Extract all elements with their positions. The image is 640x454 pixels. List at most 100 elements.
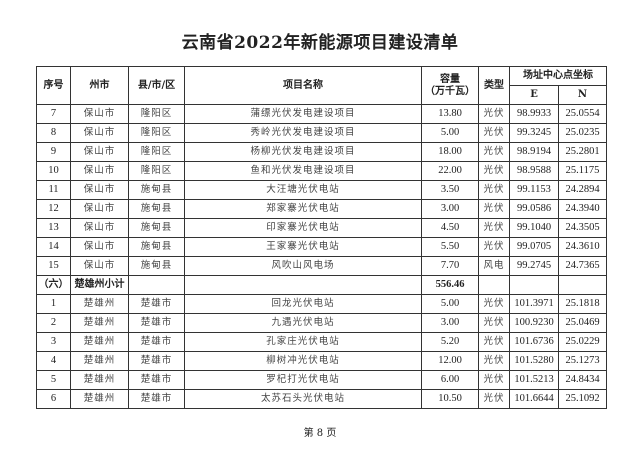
cell-project-name: 孔家庄光伏电站 <box>184 332 422 352</box>
cell-seq: 14 <box>36 237 71 257</box>
header-project: 项目名称 <box>184 66 422 105</box>
cell-capacity: 10.50 <box>421 389 479 409</box>
cell-n: 24.3940 <box>558 199 607 219</box>
cell-type: 光伏 <box>478 199 510 219</box>
table-row: 8 保山市 隆阳区 秀岭光伏发电建设项目 5.00 光伏 99.3245 25.0235 <box>36 123 607 143</box>
cell-capacity: 22.00 <box>421 161 479 181</box>
table-row: 9 保山市 隆阳区 杨柳光伏发电建设项目 18.00 光伏 98.9194 25.2801 <box>36 142 607 162</box>
document-title: 云南省2022年新能源项目建设清单 <box>181 33 459 53</box>
cell-e: 99.0705 <box>509 237 559 257</box>
cell-type: 光伏 <box>478 142 510 162</box>
table-row: 3 楚雄州 楚雄市 孔家庄光伏电站 5.20 光伏 101.6736 25.0229 <box>36 332 607 352</box>
cell-n: 25.1175 <box>558 161 607 181</box>
subtotal-row: （六） 楚雄州小计 556.46 <box>36 275 607 295</box>
cell-capacity: 5.00 <box>421 123 479 143</box>
cell-e: 98.9933 <box>509 104 559 124</box>
cell-type: 光伏 <box>478 218 510 238</box>
cell-seq: 13 <box>36 218 71 238</box>
cell-e: 98.9194 <box>509 142 559 162</box>
cell-n: 25.0235 <box>558 123 607 143</box>
cell-capacity: 5.00 <box>421 294 479 314</box>
cell-county: 施甸县 <box>128 218 185 238</box>
cell-e: 99.2745 <box>509 256 559 276</box>
cell-n: 24.3610 <box>558 237 607 257</box>
table-row: 10 保山市 隆阳区 鱼和光伏发电建设项目 22.00 光伏 98.9588 25.1175 <box>36 161 607 181</box>
header-n: N <box>558 85 607 105</box>
header-county: 县/市/区 <box>128 66 185 105</box>
cell-capacity: 4.50 <box>421 218 479 238</box>
cell-seq: 7 <box>36 104 71 124</box>
cell-e: 101.5280 <box>509 351 559 371</box>
cell-capacity: 3.50 <box>421 180 479 200</box>
cell-seq: 1 <box>36 294 71 314</box>
cell-e: 99.1153 <box>509 180 559 200</box>
cell-capacity: 18.00 <box>421 142 479 162</box>
cell-project-name: 蒲缥光伏发电建设项目 <box>184 104 422 124</box>
cell-type: 光伏 <box>478 351 510 371</box>
cell-capacity: 12.00 <box>421 351 479 371</box>
cell-capacity: 3.00 <box>421 313 479 333</box>
cell-prefecture: 保山市 <box>70 256 129 276</box>
cell-type: 风电 <box>478 256 510 276</box>
cell-capacity: 5.20 <box>421 332 479 352</box>
header-row: 序号 州市 县/市/区 项目名称 容量 （万千瓦） 类型 场址中心点坐标 <box>36 66 607 105</box>
cell-n: 25.2801 <box>558 142 607 162</box>
table-row: 7 保山市 隆阳区 蒲缥光伏发电建设项目 13.80 光伏 98.9933 25.0554 <box>36 104 607 124</box>
cell-e: 98.9588 <box>509 161 559 181</box>
cell-type: 光伏 <box>478 313 510 333</box>
cell-seq: 15 <box>36 256 71 276</box>
cell-n: 24.2894 <box>558 180 607 200</box>
header-type: 类型 <box>478 66 510 105</box>
cell-n: 24.8434 <box>558 370 607 390</box>
cell-seq: 5 <box>36 370 71 390</box>
cell-prefecture: 保山市 <box>70 237 129 257</box>
cell-e: 99.1040 <box>509 218 559 238</box>
project-table: 序号 州市 县/市/区 项目名称 容量 （万千瓦） 类型 场址中心点坐标 E N … <box>36 66 607 409</box>
cell-n: 25.1818 <box>558 294 607 314</box>
cell-prefecture: 保山市 <box>70 199 129 219</box>
cell-capacity: 13.80 <box>421 104 479 124</box>
cell-county: 楚雄市 <box>128 313 185 333</box>
table-row: 5 楚雄州 楚雄市 罗杞打光伏电站 6.00 光伏 101.5213 24.8434 <box>36 370 607 390</box>
cell-empty <box>558 275 607 295</box>
cell-prefecture: 保山市 <box>70 218 129 238</box>
cell-capacity: 3.00 <box>421 199 479 219</box>
cell-e: 99.0586 <box>509 199 559 219</box>
cell-project-name: 柳树冲光伏电站 <box>184 351 422 371</box>
cell-e: 101.6736 <box>509 332 559 352</box>
cell-project-name: 秀岭光伏发电建设项目 <box>184 123 422 143</box>
cell-n: 25.0229 <box>558 332 607 352</box>
cell-prefecture: 楚雄州 <box>70 332 129 352</box>
cell-capacity: 7.70 <box>421 256 479 276</box>
cell-prefecture: 保山市 <box>70 161 129 181</box>
cell-n: 25.0469 <box>558 313 607 333</box>
capacity-unit: （万千瓦） <box>425 85 475 97</box>
table-row: 14 保山市 施甸县 王家寨光伏电站 5.50 光伏 99.0705 24.3610 <box>36 237 607 257</box>
cell-seq: 2 <box>36 313 71 333</box>
cell-e: 101.5213 <box>509 370 559 390</box>
cell-e: 101.3971 <box>509 294 559 314</box>
cell-prefecture: 保山市 <box>70 180 129 200</box>
cell-n: 25.0554 <box>558 104 607 124</box>
cell-subtotal-label: 楚雄州小计 <box>70 275 129 295</box>
header-capacity: 容量 （万千瓦） <box>421 66 479 105</box>
table-row: 15 保山市 施甸县 风吹山风电场 7.70 风电 99.2745 24.7365 <box>36 256 607 276</box>
cell-n: 24.3505 <box>558 218 607 238</box>
header-row-sub: E N <box>37 85 607 105</box>
header-coords: 场址中心点坐标 <box>509 66 607 86</box>
table-row: 4 楚雄州 楚雄市 柳树冲光伏电站 12.00 光伏 101.5280 25.1273 <box>36 351 607 371</box>
page-number: 第 8 页 <box>303 428 337 439</box>
cell-prefecture: 楚雄州 <box>70 351 129 371</box>
header-seq: 序号 <box>36 66 71 105</box>
cell-county: 施甸县 <box>128 256 185 276</box>
cell-seq: 12 <box>36 199 71 219</box>
cell-seq: 10 <box>36 161 71 181</box>
table-row: 1 楚雄州 楚雄市 回龙光伏电站 5.00 光伏 101.3971 25.1818 <box>36 294 607 314</box>
cell-project-name: 杨柳光伏发电建设项目 <box>184 142 422 162</box>
table-row: 13 保山市 施甸县 印家寨光伏电站 4.50 光伏 99.1040 24.3505 <box>36 218 607 238</box>
cell-project-name: 印家寨光伏电站 <box>184 218 422 238</box>
table-row: 12 保山市 施甸县 郑家寨光伏电站 3.00 光伏 99.0586 24.3940 <box>36 199 607 219</box>
cell-county: 楚雄市 <box>128 294 185 314</box>
cell-prefecture: 楚雄州 <box>70 313 129 333</box>
cell-county: 隆阳区 <box>128 104 185 124</box>
